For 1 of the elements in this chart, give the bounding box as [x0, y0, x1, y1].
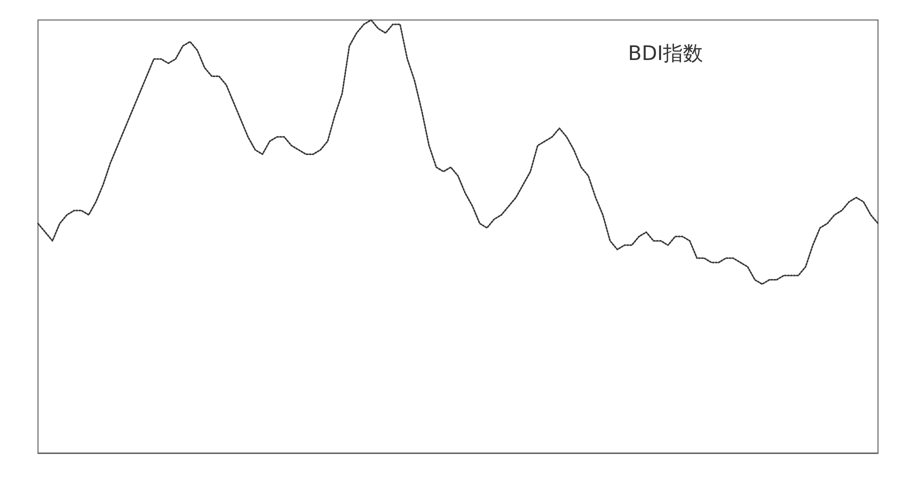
text: BDI指数	[628, 41, 704, 65]
